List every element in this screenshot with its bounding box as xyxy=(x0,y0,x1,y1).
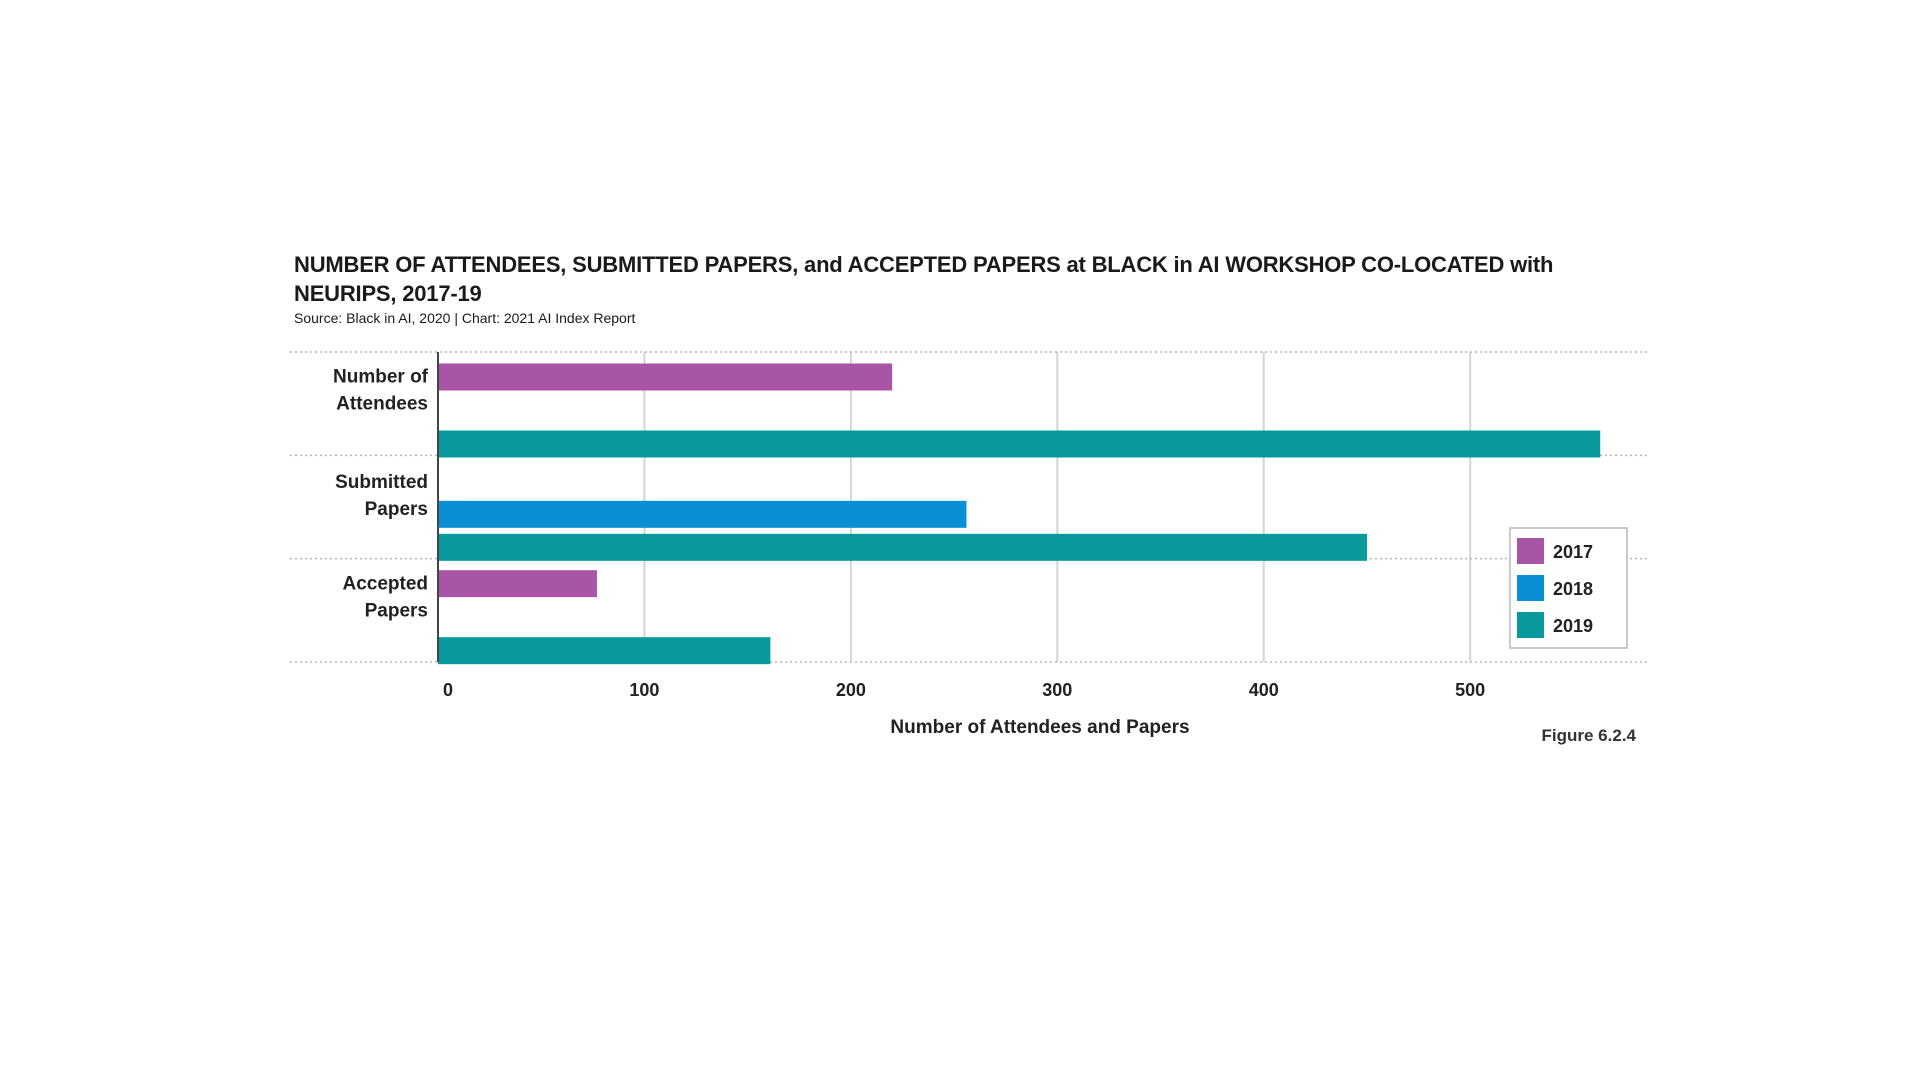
x-tick-label-400: 400 xyxy=(1249,680,1279,700)
legend-label-2019: 2019 xyxy=(1553,616,1593,636)
category-label: Accepted Papers xyxy=(342,573,428,621)
bar-2017-accepted-papers xyxy=(438,570,597,598)
bar-2017-number-of-attendees xyxy=(438,363,893,391)
bar-2019-number-of-attendees xyxy=(438,430,1601,458)
bar-2018-submitted-papers xyxy=(438,500,967,528)
x-tick-label-200: 200 xyxy=(836,680,866,700)
chart-subtitle: Source: Black in AI, 2020 | Chart: 2021 … xyxy=(294,310,636,326)
x-axis-title: Number of Attendees and Papers xyxy=(890,717,1189,738)
legend-label-2017: 2017 xyxy=(1553,542,1593,562)
legend-swatch-2017 xyxy=(1517,538,1544,564)
figure-label: Figure 6.2.4 xyxy=(1542,726,1637,745)
legend: 2017 2018 2019 xyxy=(1509,527,1628,649)
bar-2019-submitted-papers xyxy=(438,533,1367,561)
legend-swatch-2018 xyxy=(1517,575,1544,601)
x-tick-label-500: 500 xyxy=(1455,680,1485,700)
legend-swatch-2019 xyxy=(1517,612,1544,638)
x-tick-label-300: 300 xyxy=(1042,680,1072,700)
legend-label-2018: 2018 xyxy=(1553,579,1593,599)
x-tick-label-0: 0 xyxy=(443,680,453,700)
chart-title: NUMBER OF ATTENDEES, SUBMITTED PAPERS, a… xyxy=(294,252,1554,306)
category-label: Submitted Papers xyxy=(335,472,428,520)
category-label: Number of Attendees xyxy=(333,367,429,415)
x-tick-label-100: 100 xyxy=(629,680,659,700)
bar-2019-accepted-papers xyxy=(438,637,771,665)
